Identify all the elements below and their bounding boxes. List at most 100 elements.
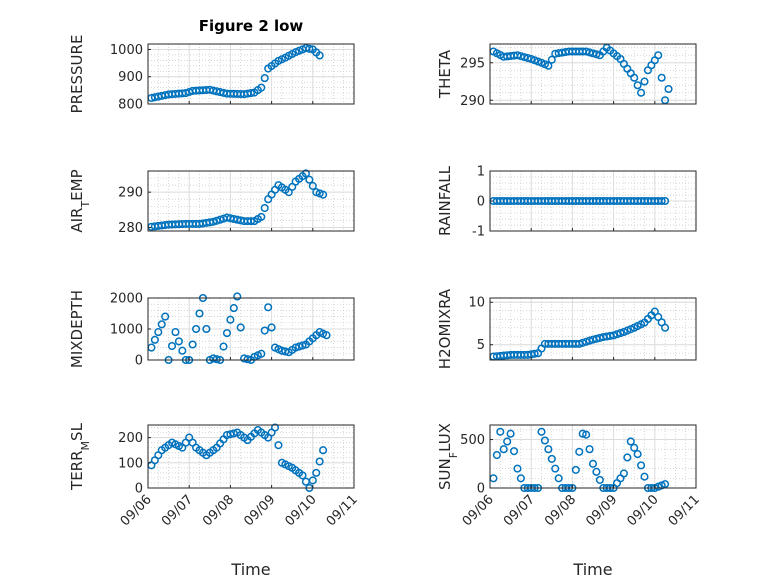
data-point bbox=[260, 74, 269, 83]
x-tick-label: 09/08 bbox=[542, 492, 579, 529]
data-point bbox=[257, 349, 266, 358]
data-point bbox=[592, 467, 601, 476]
x-tick-label: 09/06 bbox=[118, 492, 155, 529]
data-point bbox=[219, 342, 228, 351]
data-point bbox=[178, 346, 187, 355]
data-point bbox=[236, 323, 245, 332]
y-tick-label: 2000 bbox=[110, 292, 143, 307]
y-tick-label: 500 bbox=[460, 433, 485, 448]
x-tick-label: 09/11 bbox=[324, 492, 361, 529]
y-axis-label: THETA bbox=[436, 49, 454, 99]
data-point bbox=[516, 474, 525, 483]
data-point bbox=[257, 83, 266, 92]
y-tick-label: 290 bbox=[118, 186, 143, 201]
data-point bbox=[509, 447, 519, 456]
data-point bbox=[202, 324, 211, 334]
data-point bbox=[315, 51, 324, 60]
y-axis-label: MIXDEPTH bbox=[68, 290, 86, 368]
y-tick-label: 10 bbox=[468, 296, 485, 311]
data-point bbox=[633, 81, 642, 90]
data-point bbox=[540, 436, 549, 445]
data-point bbox=[547, 454, 556, 463]
subplot-1: 800 900 1000 PRESSURE Figure 2 low bbox=[68, 17, 355, 114]
data-point bbox=[657, 73, 666, 82]
data-point bbox=[161, 312, 170, 321]
y-tick-label: 1 bbox=[477, 165, 485, 180]
y-tick-label: 900 bbox=[118, 70, 143, 85]
data-point bbox=[174, 337, 183, 346]
data-point bbox=[661, 323, 670, 332]
data-point bbox=[537, 427, 546, 436]
axes-box bbox=[489, 424, 697, 489]
data-point bbox=[575, 339, 584, 348]
data-point bbox=[499, 445, 508, 454]
axes-box bbox=[147, 43, 355, 105]
y-tick-label: 1000 bbox=[110, 323, 143, 338]
data-point bbox=[496, 427, 505, 436]
data-point bbox=[503, 437, 512, 446]
axes-box bbox=[147, 170, 355, 232]
data-point bbox=[229, 304, 238, 313]
y-tick-label: 100 bbox=[118, 456, 143, 471]
y-tick-label: 280 bbox=[118, 221, 143, 236]
data-point bbox=[150, 335, 159, 344]
y-tick-label: 200 bbox=[118, 431, 143, 446]
data-point bbox=[243, 355, 252, 364]
data-point bbox=[260, 204, 269, 213]
data-point bbox=[664, 84, 673, 94]
x-tick-label: 09/06 bbox=[460, 492, 497, 529]
data-point bbox=[506, 429, 515, 438]
data-point bbox=[530, 349, 539, 358]
data-point bbox=[257, 212, 266, 221]
data-point bbox=[264, 303, 273, 312]
data-point bbox=[633, 450, 642, 459]
data-point bbox=[274, 441, 283, 450]
data-point bbox=[315, 457, 324, 466]
data-point bbox=[616, 329, 625, 338]
data-point bbox=[260, 326, 269, 335]
data-point bbox=[657, 196, 666, 206]
data-point bbox=[578, 429, 587, 438]
data-point bbox=[554, 474, 563, 483]
data-point bbox=[595, 475, 604, 484]
y-tick-label: 5 bbox=[477, 338, 485, 353]
data-point bbox=[305, 44, 314, 53]
y-axis-label: PRESSURE bbox=[68, 35, 86, 114]
data-point bbox=[630, 73, 639, 82]
data-point bbox=[640, 472, 649, 481]
data-point bbox=[523, 54, 532, 63]
data-point bbox=[319, 446, 328, 455]
data-point bbox=[181, 89, 190, 98]
data-point bbox=[612, 330, 622, 339]
data-point bbox=[585, 445, 594, 454]
axes-box bbox=[489, 43, 697, 105]
data-point bbox=[588, 459, 598, 468]
data-point bbox=[233, 292, 242, 301]
data-point bbox=[188, 340, 197, 349]
data-point bbox=[619, 469, 628, 478]
data-point bbox=[582, 430, 591, 439]
data-point bbox=[513, 464, 522, 473]
y-axis-label: AIRTEMP bbox=[68, 169, 92, 232]
data-point bbox=[305, 175, 314, 184]
data-point bbox=[308, 181, 317, 190]
subplot-5: 0 1000 2000 MIXDEPTH bbox=[68, 290, 355, 369]
data-point bbox=[226, 315, 235, 324]
data-point bbox=[592, 50, 601, 59]
data-point bbox=[154, 328, 163, 337]
x-tick-label: 09/11 bbox=[666, 492, 703, 529]
subplot-4: -1 0 1 RAINFALL bbox=[436, 165, 697, 240]
data-point bbox=[298, 341, 307, 350]
data-point bbox=[630, 443, 639, 452]
data-point bbox=[212, 216, 221, 225]
y-axis-label: RAINFALL bbox=[436, 165, 454, 236]
subplot-2: 290 295 THETA bbox=[436, 43, 697, 109]
chart-title: Figure 2 low bbox=[199, 17, 304, 35]
data-point bbox=[192, 324, 201, 334]
data-point bbox=[551, 464, 560, 473]
axes-box bbox=[147, 424, 355, 489]
data-point bbox=[661, 480, 670, 489]
data-point bbox=[295, 342, 304, 351]
data-point bbox=[267, 323, 276, 332]
